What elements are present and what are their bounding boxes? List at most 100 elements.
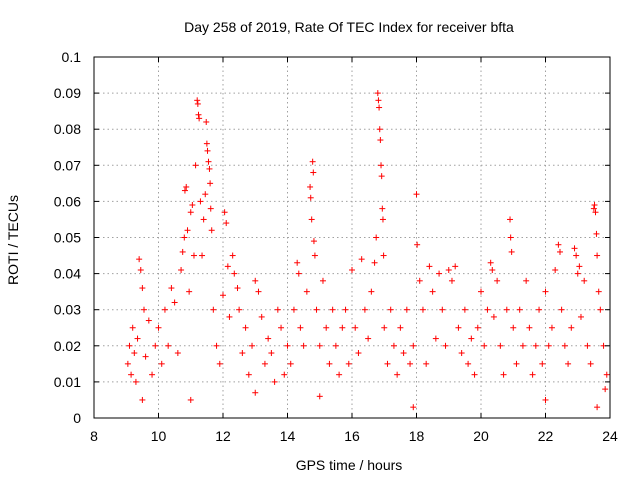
x-tick-label: 24	[602, 428, 618, 444]
data-point	[592, 209, 599, 216]
y-tick-label: 0.07	[54, 157, 81, 173]
data-point	[597, 306, 604, 313]
data-point	[429, 288, 436, 295]
y-tick-label: 0.06	[54, 193, 81, 209]
data-point	[129, 324, 136, 331]
data-point	[149, 371, 156, 378]
data-point	[274, 306, 281, 313]
data-point	[207, 180, 214, 187]
data-point	[497, 342, 504, 349]
data-point	[432, 335, 439, 342]
data-point	[284, 342, 291, 349]
data-point	[603, 371, 610, 378]
data-point	[595, 288, 602, 295]
data-point	[442, 342, 449, 349]
data-point	[124, 360, 131, 367]
data-point	[158, 360, 165, 367]
data-point	[165, 342, 172, 349]
data-point	[203, 140, 210, 147]
data-point	[207, 205, 214, 212]
data-point	[384, 360, 391, 367]
data-point	[489, 266, 496, 273]
data-point	[229, 252, 236, 259]
data-point	[252, 389, 259, 396]
data-point	[332, 342, 339, 349]
data-point	[390, 342, 397, 349]
data-point	[213, 342, 220, 349]
data-point	[558, 306, 565, 313]
data-point	[310, 238, 317, 245]
data-point	[507, 234, 514, 241]
data-point	[557, 248, 564, 255]
x-tick-label: 16	[344, 428, 360, 444]
data-point	[468, 335, 475, 342]
y-axis-label: ROTI / TECUs	[5, 195, 21, 285]
data-point	[181, 234, 188, 241]
data-point	[494, 277, 501, 284]
data-point	[221, 209, 228, 216]
data-point	[174, 350, 181, 357]
x-tick-label: 12	[215, 428, 231, 444]
data-point	[380, 252, 387, 259]
data-point	[152, 342, 159, 349]
data-point	[526, 324, 533, 331]
data-point	[414, 241, 421, 248]
data-point	[205, 158, 212, 165]
data-point	[216, 360, 223, 367]
x-tick-label: 20	[473, 428, 489, 444]
data-point	[226, 313, 233, 320]
data-point	[268, 350, 275, 357]
data-point	[179, 248, 186, 255]
x-tick-label: 10	[151, 428, 167, 444]
data-point	[573, 252, 580, 259]
data-point	[307, 183, 314, 190]
data-point	[139, 285, 146, 292]
data-point	[532, 342, 539, 349]
data-point	[513, 360, 520, 367]
data-point	[419, 306, 426, 313]
data-point	[319, 277, 326, 284]
data-point	[542, 288, 549, 295]
data-point	[200, 216, 207, 223]
data-point	[373, 234, 380, 241]
data-point	[137, 266, 144, 273]
data-point	[126, 342, 133, 349]
data-point	[581, 277, 588, 284]
data-point	[132, 378, 139, 385]
data-point	[584, 342, 591, 349]
data-point	[529, 371, 536, 378]
data-point	[445, 266, 452, 273]
data-point	[323, 324, 330, 331]
y-tick-label: 0.01	[54, 374, 81, 390]
data-point	[258, 313, 265, 320]
data-point	[196, 115, 203, 122]
x-axis-label: GPS time / hours	[296, 457, 403, 473]
data-point	[602, 386, 609, 393]
data-point	[397, 324, 404, 331]
data-point	[507, 216, 514, 223]
chart-title: Day 258 of 2019, Rate Of TEC Index for r…	[184, 19, 514, 35]
data-point	[339, 324, 346, 331]
data-point	[189, 202, 196, 209]
data-point	[342, 306, 349, 313]
y-tick-label: 0	[73, 410, 81, 426]
data-point	[195, 111, 202, 118]
data-point	[311, 252, 318, 259]
data-point	[555, 241, 562, 248]
data-point	[261, 360, 268, 367]
data-point	[187, 209, 194, 216]
data-point	[199, 252, 206, 259]
data-point	[206, 165, 213, 172]
data-point	[439, 306, 446, 313]
data-point	[134, 335, 141, 342]
data-point	[204, 147, 211, 154]
data-point	[187, 396, 194, 403]
data-point	[349, 266, 355, 273]
data-point	[478, 288, 484, 295]
data-point	[516, 306, 523, 313]
data-point	[358, 256, 365, 263]
data-point	[210, 306, 217, 313]
data-point	[128, 371, 135, 378]
data-point	[181, 187, 188, 194]
y-tick-label: 0.04	[54, 266, 81, 282]
